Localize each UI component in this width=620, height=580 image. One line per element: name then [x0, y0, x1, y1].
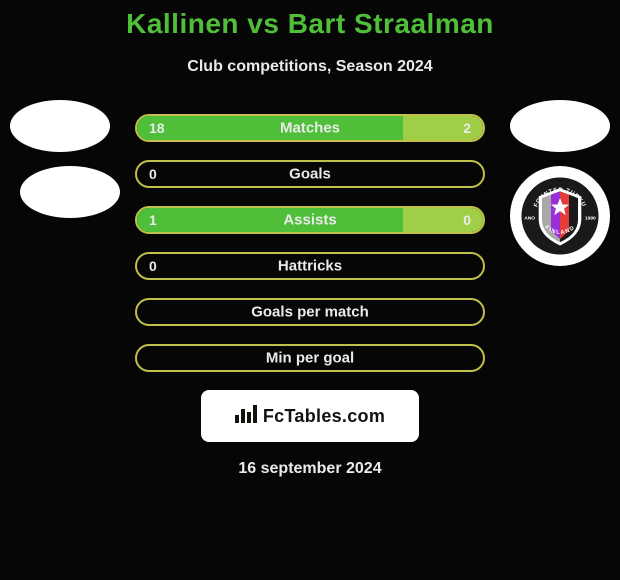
- stat-row: Goals per match: [0, 298, 620, 326]
- svg-text:1990: 1990: [585, 215, 596, 221]
- stat-value-left: 18: [149, 120, 165, 136]
- stat-row: Min per goal: [0, 344, 620, 372]
- bar-chart-icon: [235, 405, 257, 428]
- stat-label: Assists: [283, 212, 336, 229]
- stat-label: Min per goal: [266, 350, 354, 367]
- stat-value-right: 2: [463, 120, 471, 136]
- page-title: Kallinen vs Bart Straalman: [0, 8, 620, 40]
- stat-label: Hattricks: [278, 258, 342, 275]
- stat-bar: Goals per match: [135, 298, 485, 326]
- stat-value-left: 1: [149, 212, 157, 228]
- club-right-logo: FC INTER TURKU FINLAND ANO 1990: [510, 166, 610, 266]
- stat-bar: Goals 0: [135, 160, 485, 188]
- stat-label: Goals: [289, 166, 331, 183]
- stat-bar: Hattricks 0: [135, 252, 485, 280]
- player-right-avatar: [510, 100, 610, 152]
- bar-left-fill: [137, 116, 403, 140]
- subtitle: Club competitions, Season 2024: [0, 58, 620, 76]
- stat-value-left: 0: [149, 166, 157, 182]
- stat-label: Goals per match: [251, 304, 369, 321]
- club-left-logo: [20, 166, 120, 218]
- stats-area: FC INTER TURKU FINLAND ANO 1990 Matches 1…: [0, 114, 620, 372]
- date-label: 16 september 2024: [0, 460, 620, 478]
- player-left-avatar: [10, 100, 110, 152]
- bar-left-fill: [137, 208, 403, 232]
- stat-bar: Assists 1 0: [135, 206, 485, 234]
- svg-text:ANO: ANO: [524, 215, 535, 221]
- shield-icon: FC INTER TURKU FINLAND ANO 1990: [519, 175, 601, 257]
- comparison-card: Kallinen vs Bart Straalman Club competit…: [0, 0, 620, 580]
- stat-bar: Min per goal: [135, 344, 485, 372]
- stat-value-right: 0: [463, 212, 471, 228]
- stat-value-left: 0: [149, 258, 157, 274]
- source-text: FcTables.com: [263, 406, 385, 427]
- source-badge: FcTables.com: [201, 390, 419, 442]
- stat-label: Matches: [280, 120, 340, 137]
- stat-bar: Matches 18 2: [135, 114, 485, 142]
